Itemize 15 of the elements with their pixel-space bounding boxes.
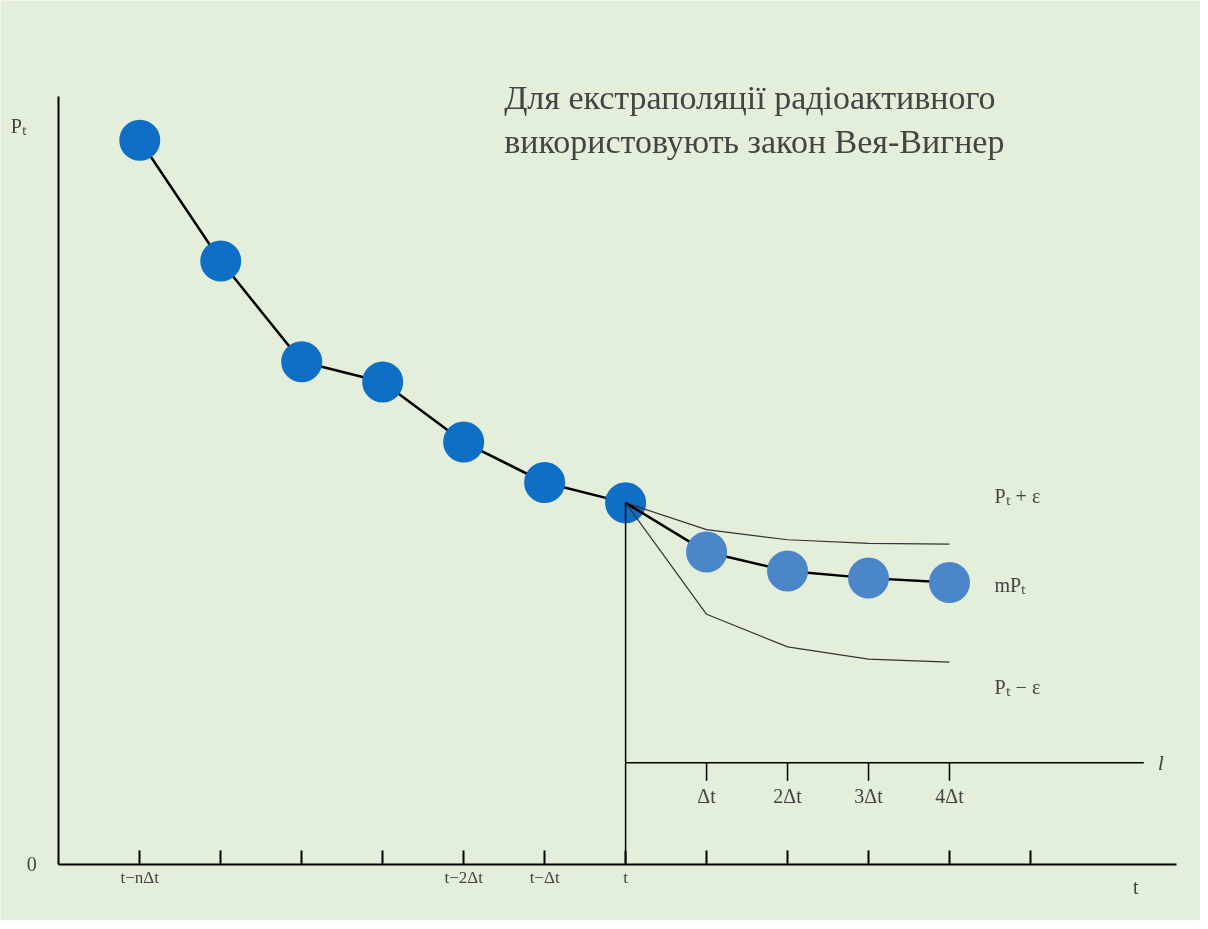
text: mPₜ [994,574,1027,597]
annotation: Δt [697,784,717,807]
x-tick-label: t−Δt [529,868,560,888]
annotation: 2Δt [773,784,803,807]
x-tick-label: t−2Δt [444,868,484,888]
y-axis-title: Pₜ [10,114,27,137]
text: Pₜ − ε [994,676,1041,699]
text: Pₜ + ε [994,485,1041,508]
ref-line-label: l [1157,750,1164,776]
annotation: 4Δt [935,784,965,807]
text: 0 [26,853,37,876]
x-tick-label: t−nΔt [120,868,160,888]
annotation: 3Δt [854,784,884,807]
x-tick-label: t [623,868,629,888]
chart-title: Для екстраполяції радіоактивного використовують закон Вея-Вигнер [504,78,1005,160]
